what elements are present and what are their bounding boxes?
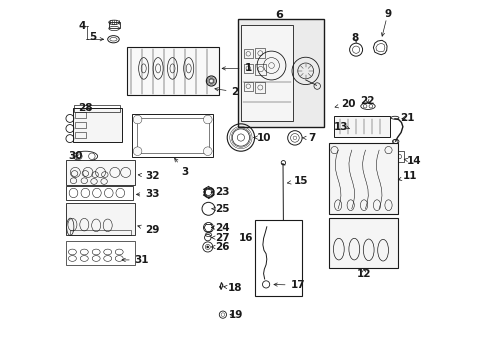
Text: 6: 6 xyxy=(275,10,283,20)
Bar xyxy=(136,118,208,153)
Text: 2: 2 xyxy=(214,87,238,97)
Bar xyxy=(244,49,252,58)
Text: 31: 31 xyxy=(122,255,149,265)
Text: 26: 26 xyxy=(211,242,229,252)
Text: 15: 15 xyxy=(287,176,307,186)
Bar xyxy=(333,116,389,137)
Bar xyxy=(66,203,134,235)
Bar xyxy=(75,122,86,128)
Bar xyxy=(328,143,397,214)
Bar xyxy=(75,132,86,138)
Text: 12: 12 xyxy=(356,269,370,279)
Bar xyxy=(255,48,265,58)
Text: 9: 9 xyxy=(384,9,390,19)
Circle shape xyxy=(206,246,208,248)
Bar xyxy=(73,108,122,142)
Text: 16: 16 xyxy=(238,233,253,243)
Text: 10: 10 xyxy=(253,132,271,143)
Circle shape xyxy=(203,115,212,124)
Circle shape xyxy=(203,147,212,156)
Bar xyxy=(75,112,86,118)
Text: 19: 19 xyxy=(228,310,243,320)
Text: 24: 24 xyxy=(211,222,229,233)
Text: 33: 33 xyxy=(136,189,159,199)
Text: 29: 29 xyxy=(138,225,159,235)
Text: 27: 27 xyxy=(211,233,229,243)
Text: 14: 14 xyxy=(404,156,421,166)
Bar xyxy=(66,160,134,185)
Bar xyxy=(132,114,213,157)
Bar xyxy=(241,25,292,121)
Text: 13: 13 xyxy=(333,122,347,132)
Text: 5: 5 xyxy=(89,32,97,42)
Bar xyxy=(328,218,397,268)
Bar xyxy=(70,230,131,235)
Text: 21: 21 xyxy=(400,113,414,123)
Text: 11: 11 xyxy=(397,171,417,181)
Text: 17: 17 xyxy=(273,280,305,290)
Circle shape xyxy=(363,104,366,108)
Text: 3: 3 xyxy=(174,158,188,177)
Text: 23: 23 xyxy=(211,187,229,197)
Bar xyxy=(238,19,324,127)
Bar xyxy=(127,47,219,95)
Text: 25: 25 xyxy=(212,204,229,214)
Bar xyxy=(244,64,252,73)
Bar xyxy=(255,64,265,75)
Bar xyxy=(73,105,120,112)
Bar xyxy=(255,82,265,93)
Bar xyxy=(395,151,403,162)
Circle shape xyxy=(133,147,142,156)
Circle shape xyxy=(368,104,372,108)
Text: 30: 30 xyxy=(68,151,82,161)
Text: 28: 28 xyxy=(78,103,92,113)
Text: 22: 22 xyxy=(359,96,373,106)
Text: 1: 1 xyxy=(222,63,251,73)
Text: 7: 7 xyxy=(302,133,315,143)
Circle shape xyxy=(133,115,142,124)
Text: 18: 18 xyxy=(223,283,242,293)
Text: 20: 20 xyxy=(334,99,355,109)
Bar xyxy=(244,82,252,91)
Text: 8: 8 xyxy=(351,33,358,43)
Bar xyxy=(255,220,302,296)
Bar xyxy=(108,22,120,28)
Bar xyxy=(66,186,133,200)
Text: 32: 32 xyxy=(138,171,159,181)
Bar xyxy=(66,241,134,265)
Text: 4: 4 xyxy=(78,21,85,31)
Polygon shape xyxy=(375,43,384,52)
